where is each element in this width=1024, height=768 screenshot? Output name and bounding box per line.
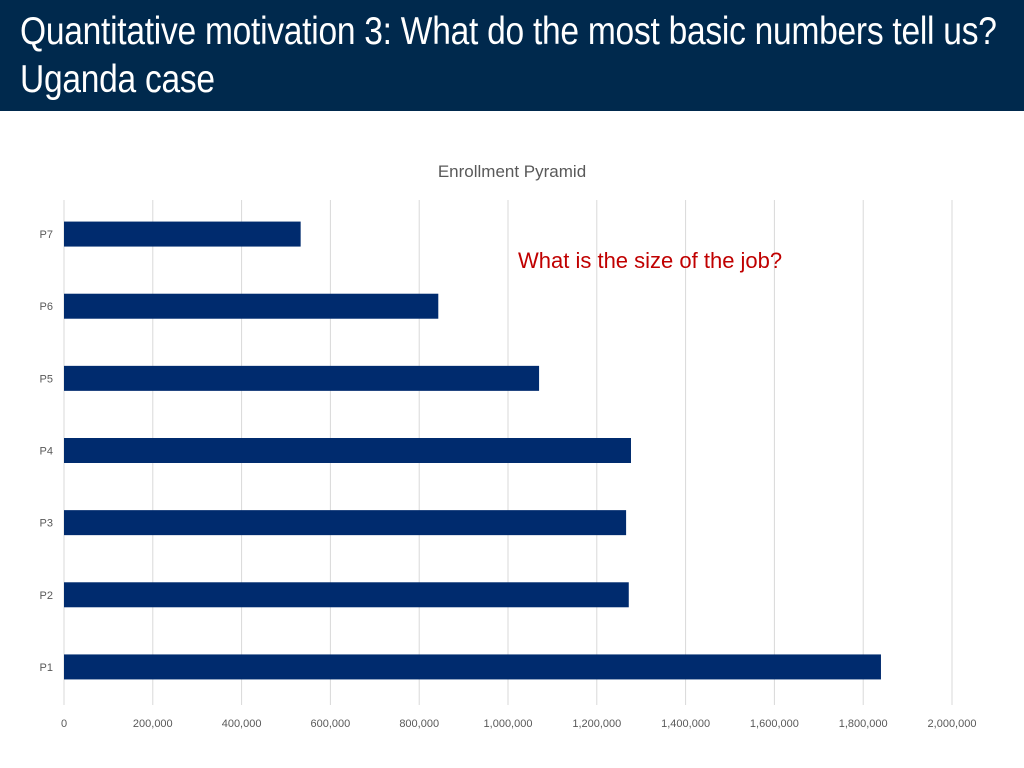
bar-p4	[64, 438, 631, 463]
x-tick-label: 0	[61, 718, 67, 730]
annotation-text: What is the size of the job?	[518, 248, 783, 273]
category-label-p4: P4	[40, 446, 53, 458]
x-tick-label: 1,400,000	[661, 718, 710, 730]
bar-p1	[64, 654, 881, 680]
category-label-p7: P7	[40, 229, 53, 241]
category-label-p2: P2	[40, 590, 53, 602]
bar-p2	[64, 582, 629, 608]
category-label-p6: P6	[40, 301, 53, 313]
category-label-p5: P5	[40, 373, 53, 385]
bar-p7	[64, 221, 301, 247]
chart-title: Enrollment Pyramid	[437, 162, 587, 181]
bar-p6	[64, 293, 439, 319]
title-bar: Quantitative motivation 3: What do the m…	[0, 0, 1024, 111]
x-tick-label: 1,600,000	[750, 718, 799, 730]
category-label-p3: P3	[40, 518, 53, 530]
x-tick-label: 1,000,000	[484, 718, 533, 730]
bar-p3	[64, 510, 627, 536]
slide-title-text: Quantitative motivation 3: What do the m…	[20, 10, 997, 101]
category-labels: P1 P2 P3 P4 P5 P6 P7	[40, 229, 53, 674]
x-tick-labels: 0 200,000 400,000 600,000 800,000 1,000,000 1,…	[61, 718, 977, 730]
x-tick-label: 1,800,000	[839, 718, 888, 730]
x-tick-label: 200,000	[133, 718, 173, 730]
category-label-p1: P1	[40, 662, 53, 674]
x-tick-label: 400,000	[222, 718, 262, 730]
slide-title: Quantitative motivation 3: What do the m…	[20, 8, 997, 104]
bars	[64, 221, 881, 680]
x-tick-label: 2,000,000	[928, 718, 977, 730]
x-tick-label: 1,200,000	[572, 718, 621, 730]
bar-p5	[64, 365, 540, 391]
x-tick-label: 600,000	[311, 718, 351, 730]
x-tick-label: 800,000	[399, 718, 439, 730]
